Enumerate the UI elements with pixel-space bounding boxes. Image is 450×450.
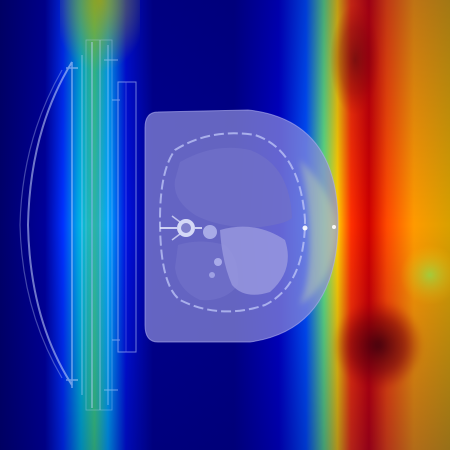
aorta [203,225,217,239]
heart [220,226,288,295]
patient-ct-slice [144,109,339,343]
right-lung [175,241,239,301]
marker-dot [332,225,336,229]
left-lung [174,147,292,228]
vessel [209,272,215,278]
vessel [214,258,222,266]
body-edge-glow [300,160,337,305]
rib-cage [158,132,307,313]
vertebra [160,215,202,241]
marker-dot [302,225,308,231]
heatmap-left-band-core [77,25,113,425]
